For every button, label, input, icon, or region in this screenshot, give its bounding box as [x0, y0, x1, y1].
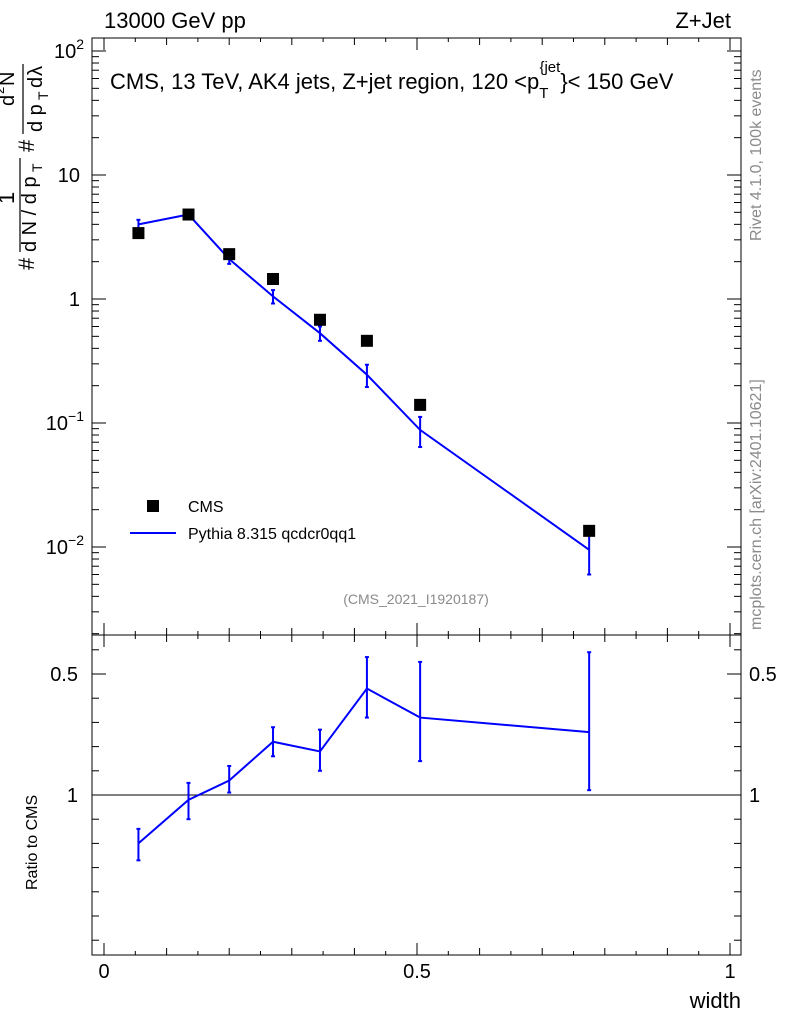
svg-text:d: d — [0, 95, 19, 106]
svg-text:2: 2 — [0, 87, 7, 94]
cms-point — [267, 272, 280, 285]
rivet-label: Rivet 4.1.0, 100k events — [748, 69, 765, 241]
legend-cms-marker — [147, 500, 159, 512]
x-tick-label: 1 — [724, 961, 735, 983]
main-y-tick-label: 1 — [69, 289, 80, 311]
svg-text:d N / d p: d N / d p — [19, 176, 41, 252]
svg-text:d: d — [25, 77, 47, 88]
cms-point — [360, 334, 373, 347]
ratio-y-tick-label-right: 0.5 — [749, 664, 777, 686]
svg-text:λ: λ — [25, 66, 47, 76]
header-right: Z+Jet — [675, 8, 731, 33]
cms-point — [223, 248, 236, 261]
main-y-tick-label: 102 — [54, 36, 84, 63]
cms-point — [414, 398, 427, 411]
main-series — [132, 208, 596, 576]
pythia-line — [138, 213, 590, 551]
cms-point — [583, 524, 596, 537]
main-y-tick-label: 10−1 — [46, 408, 84, 435]
main-frame — [91, 37, 742, 636]
cms-point — [313, 313, 326, 326]
svg-text:N: N — [0, 72, 19, 86]
ratio-y-axis-title: Ratio to CMS — [24, 795, 41, 890]
svg-text:#: # — [14, 139, 39, 152]
cms-point — [132, 227, 145, 240]
svg-text:T: T — [29, 163, 45, 172]
header-left: 13000 GeV pp — [104, 8, 246, 33]
ratio-y-tick-label-right: 1 — [749, 785, 760, 807]
analysis-label: (CMS_2021_I1920187) — [343, 591, 489, 607]
legend-cms-label: CMS — [188, 499, 224, 516]
main-y-tick-label: 10 — [58, 165, 80, 187]
ratio-series — [136, 651, 592, 862]
x-axis-title: width — [689, 988, 741, 1013]
x-tick-label: 0 — [98, 961, 109, 983]
ratio-y-tick-label-left: 0.5 — [50, 664, 78, 686]
svg-text:#: # — [14, 257, 39, 270]
main-y-axis-title: # d N / d p T 1 # d p T d λ d 2 N — [0, 64, 51, 270]
ratio-line — [137, 687, 590, 845]
mcplots-label: mcplots.cern.ch [arXiv:2401.10621] — [748, 379, 765, 630]
svg-text:T: T — [35, 91, 51, 100]
plot-title: CMS, 13 TeV, AK4 jets, Z+jet region, 120… — [110, 59, 674, 102]
legend-pythia-label: Pythia 8.315 qcdcr0qq1 — [188, 526, 356, 543]
svg-text:d p: d p — [25, 104, 47, 132]
main-y-tick-label: 10−2 — [46, 532, 84, 559]
svg-text:1: 1 — [0, 192, 19, 204]
cms-point — [182, 208, 195, 221]
x-tick-label: 0.5 — [403, 961, 431, 983]
ratio-y-tick-label-left: 1 — [67, 785, 78, 807]
